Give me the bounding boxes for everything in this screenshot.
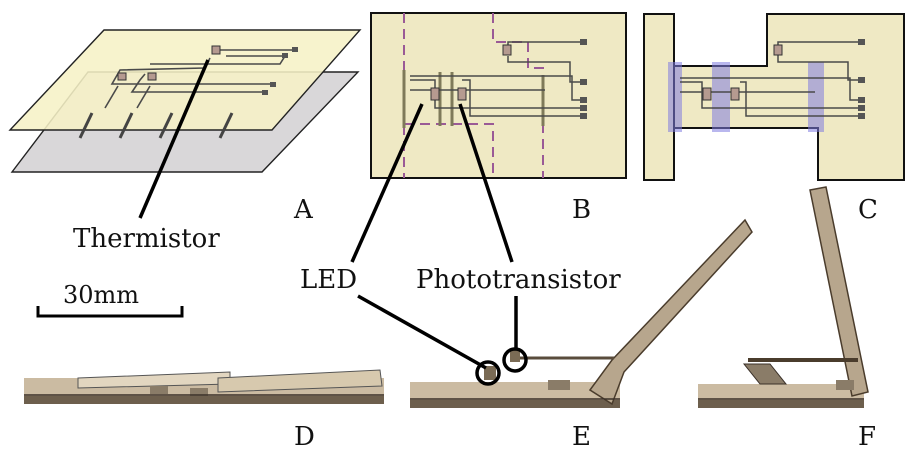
scale-bar bbox=[36, 306, 184, 318]
phototransistor-pointer-top bbox=[458, 103, 514, 263]
panel-label-e: E bbox=[572, 422, 591, 452]
top-layer-component bbox=[117, 72, 127, 81]
panel-c-cut-pattern bbox=[643, 13, 905, 181]
panel-b-phototransistor bbox=[457, 87, 467, 101]
panel-label-a: A bbox=[293, 195, 314, 225]
led-pointer-top bbox=[350, 103, 424, 263]
panel-label-c: C bbox=[858, 195, 878, 225]
thermistor-pointer bbox=[138, 59, 210, 219]
panel-b-sheet bbox=[370, 12, 627, 179]
panel-label-b: B bbox=[572, 195, 591, 225]
panel-c-led bbox=[702, 87, 712, 101]
top-layer bbox=[8, 29, 362, 131]
panel-b-hinges bbox=[402, 70, 545, 128]
panel-b-pads bbox=[580, 39, 587, 119]
panel-label-f: F bbox=[858, 422, 876, 452]
hinge-highlight bbox=[668, 62, 682, 132]
panel-b-fold-pattern bbox=[370, 12, 627, 179]
panel-f-prototype-folded bbox=[698, 186, 869, 408]
panel-c-phototransistor bbox=[730, 87, 740, 101]
phototransistor-label: Phototransistor bbox=[416, 265, 621, 295]
hinge-highlight bbox=[808, 62, 824, 132]
panel-b-thermistor bbox=[502, 44, 512, 56]
scale-bar-label: 30mm bbox=[63, 281, 139, 309]
thermistor-label: Thermistor bbox=[73, 224, 220, 254]
panel-label-d: D bbox=[294, 422, 315, 452]
panel-e-prototype-partial bbox=[410, 218, 753, 408]
panel-d-prototype-flat bbox=[24, 369, 384, 404]
top-layer-pads bbox=[262, 47, 298, 95]
panel-c-pads bbox=[858, 39, 865, 119]
layer-slits bbox=[78, 112, 234, 139]
top-layer-traces bbox=[104, 49, 295, 109]
phototransistor-circle bbox=[502, 347, 528, 373]
hinge-highlight bbox=[712, 62, 730, 132]
led-label: LED bbox=[300, 265, 357, 295]
led-pointer-bottom bbox=[357, 294, 487, 370]
top-layer-component bbox=[147, 72, 157, 81]
led-circle bbox=[475, 360, 501, 386]
panel-c-thermistor bbox=[773, 44, 783, 56]
panel-a-exploded-view bbox=[8, 29, 362, 173]
callout-lines bbox=[138, 59, 528, 386]
top-layer-component bbox=[211, 45, 221, 55]
panel-b-led bbox=[430, 87, 440, 101]
